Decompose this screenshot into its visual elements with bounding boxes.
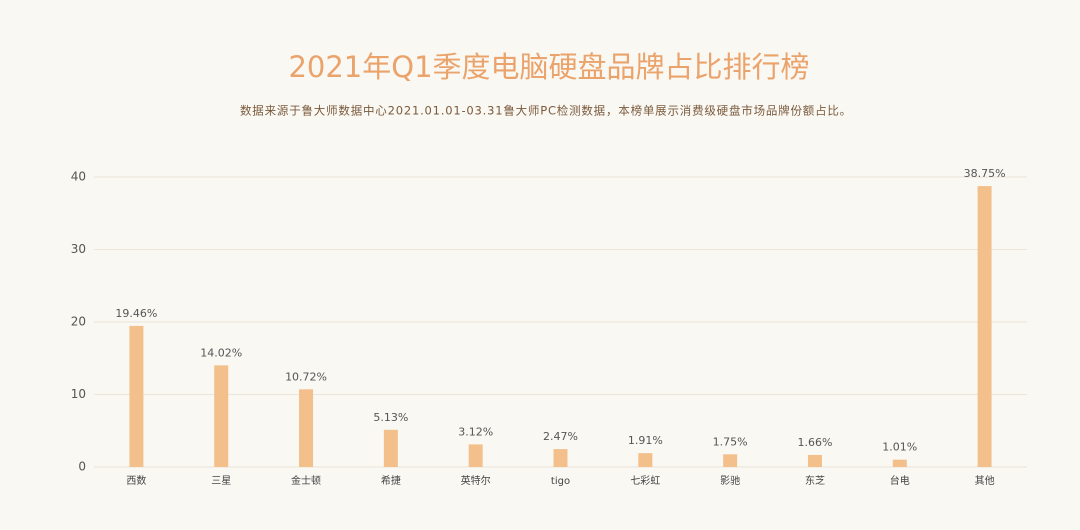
y-tick-label: 0 <box>78 460 86 474</box>
bar <box>129 325 144 467</box>
x-tick-label: 台电 <box>890 474 910 487</box>
value-label: 1.66% <box>797 436 832 449</box>
y-tick-label: 10 <box>71 387 86 401</box>
x-tick-label: 其他 <box>975 474 995 487</box>
bar <box>638 453 653 467</box>
value-label: 38.75% <box>964 167 1006 180</box>
chart-title: 2021年Q1季度电脑硬盘品牌占比排行榜 <box>288 50 809 84</box>
x-tick-label: 东芝 <box>805 474 825 487</box>
x-tick-label: 七彩虹 <box>630 475 660 487</box>
bar <box>553 449 568 467</box>
bar <box>214 365 229 467</box>
x-tick-label: 三星 <box>211 475 231 487</box>
value-label: 1.91% <box>628 434 663 447</box>
y-tick-label: 30 <box>71 242 86 256</box>
value-label: 2.47% <box>543 430 578 443</box>
bar <box>723 454 738 467</box>
x-tick-label: 金士顿 <box>291 474 321 487</box>
value-label: 1.75% <box>713 435 748 448</box>
value-label: 10.72% <box>285 370 327 383</box>
y-tick-label: 40 <box>71 170 86 184</box>
x-tick-label: 西数 <box>126 474 146 487</box>
y-tick-label: 20 <box>71 315 86 329</box>
value-label: 3.12% <box>458 425 493 438</box>
bar <box>977 186 992 467</box>
chart-subtitle: 数据来源于鲁大师数据中心2021.01.01-03.31鲁大师PC检测数据，本榜… <box>240 104 852 118</box>
bar <box>892 459 907 467</box>
x-tick-label: 希捷 <box>381 474 401 487</box>
x-tick-label: tigo <box>551 476 570 487</box>
bar <box>807 454 822 467</box>
value-label: 1.01% <box>882 441 917 454</box>
value-label: 14.02% <box>200 346 242 359</box>
bar <box>299 389 314 467</box>
value-label: 5.13% <box>373 411 408 424</box>
x-tick-label: 英特尔 <box>461 474 491 487</box>
x-tick-label: 影驰 <box>720 474 740 487</box>
bar <box>468 444 483 467</box>
value-label: 19.46% <box>115 307 157 320</box>
bar <box>383 429 398 467</box>
